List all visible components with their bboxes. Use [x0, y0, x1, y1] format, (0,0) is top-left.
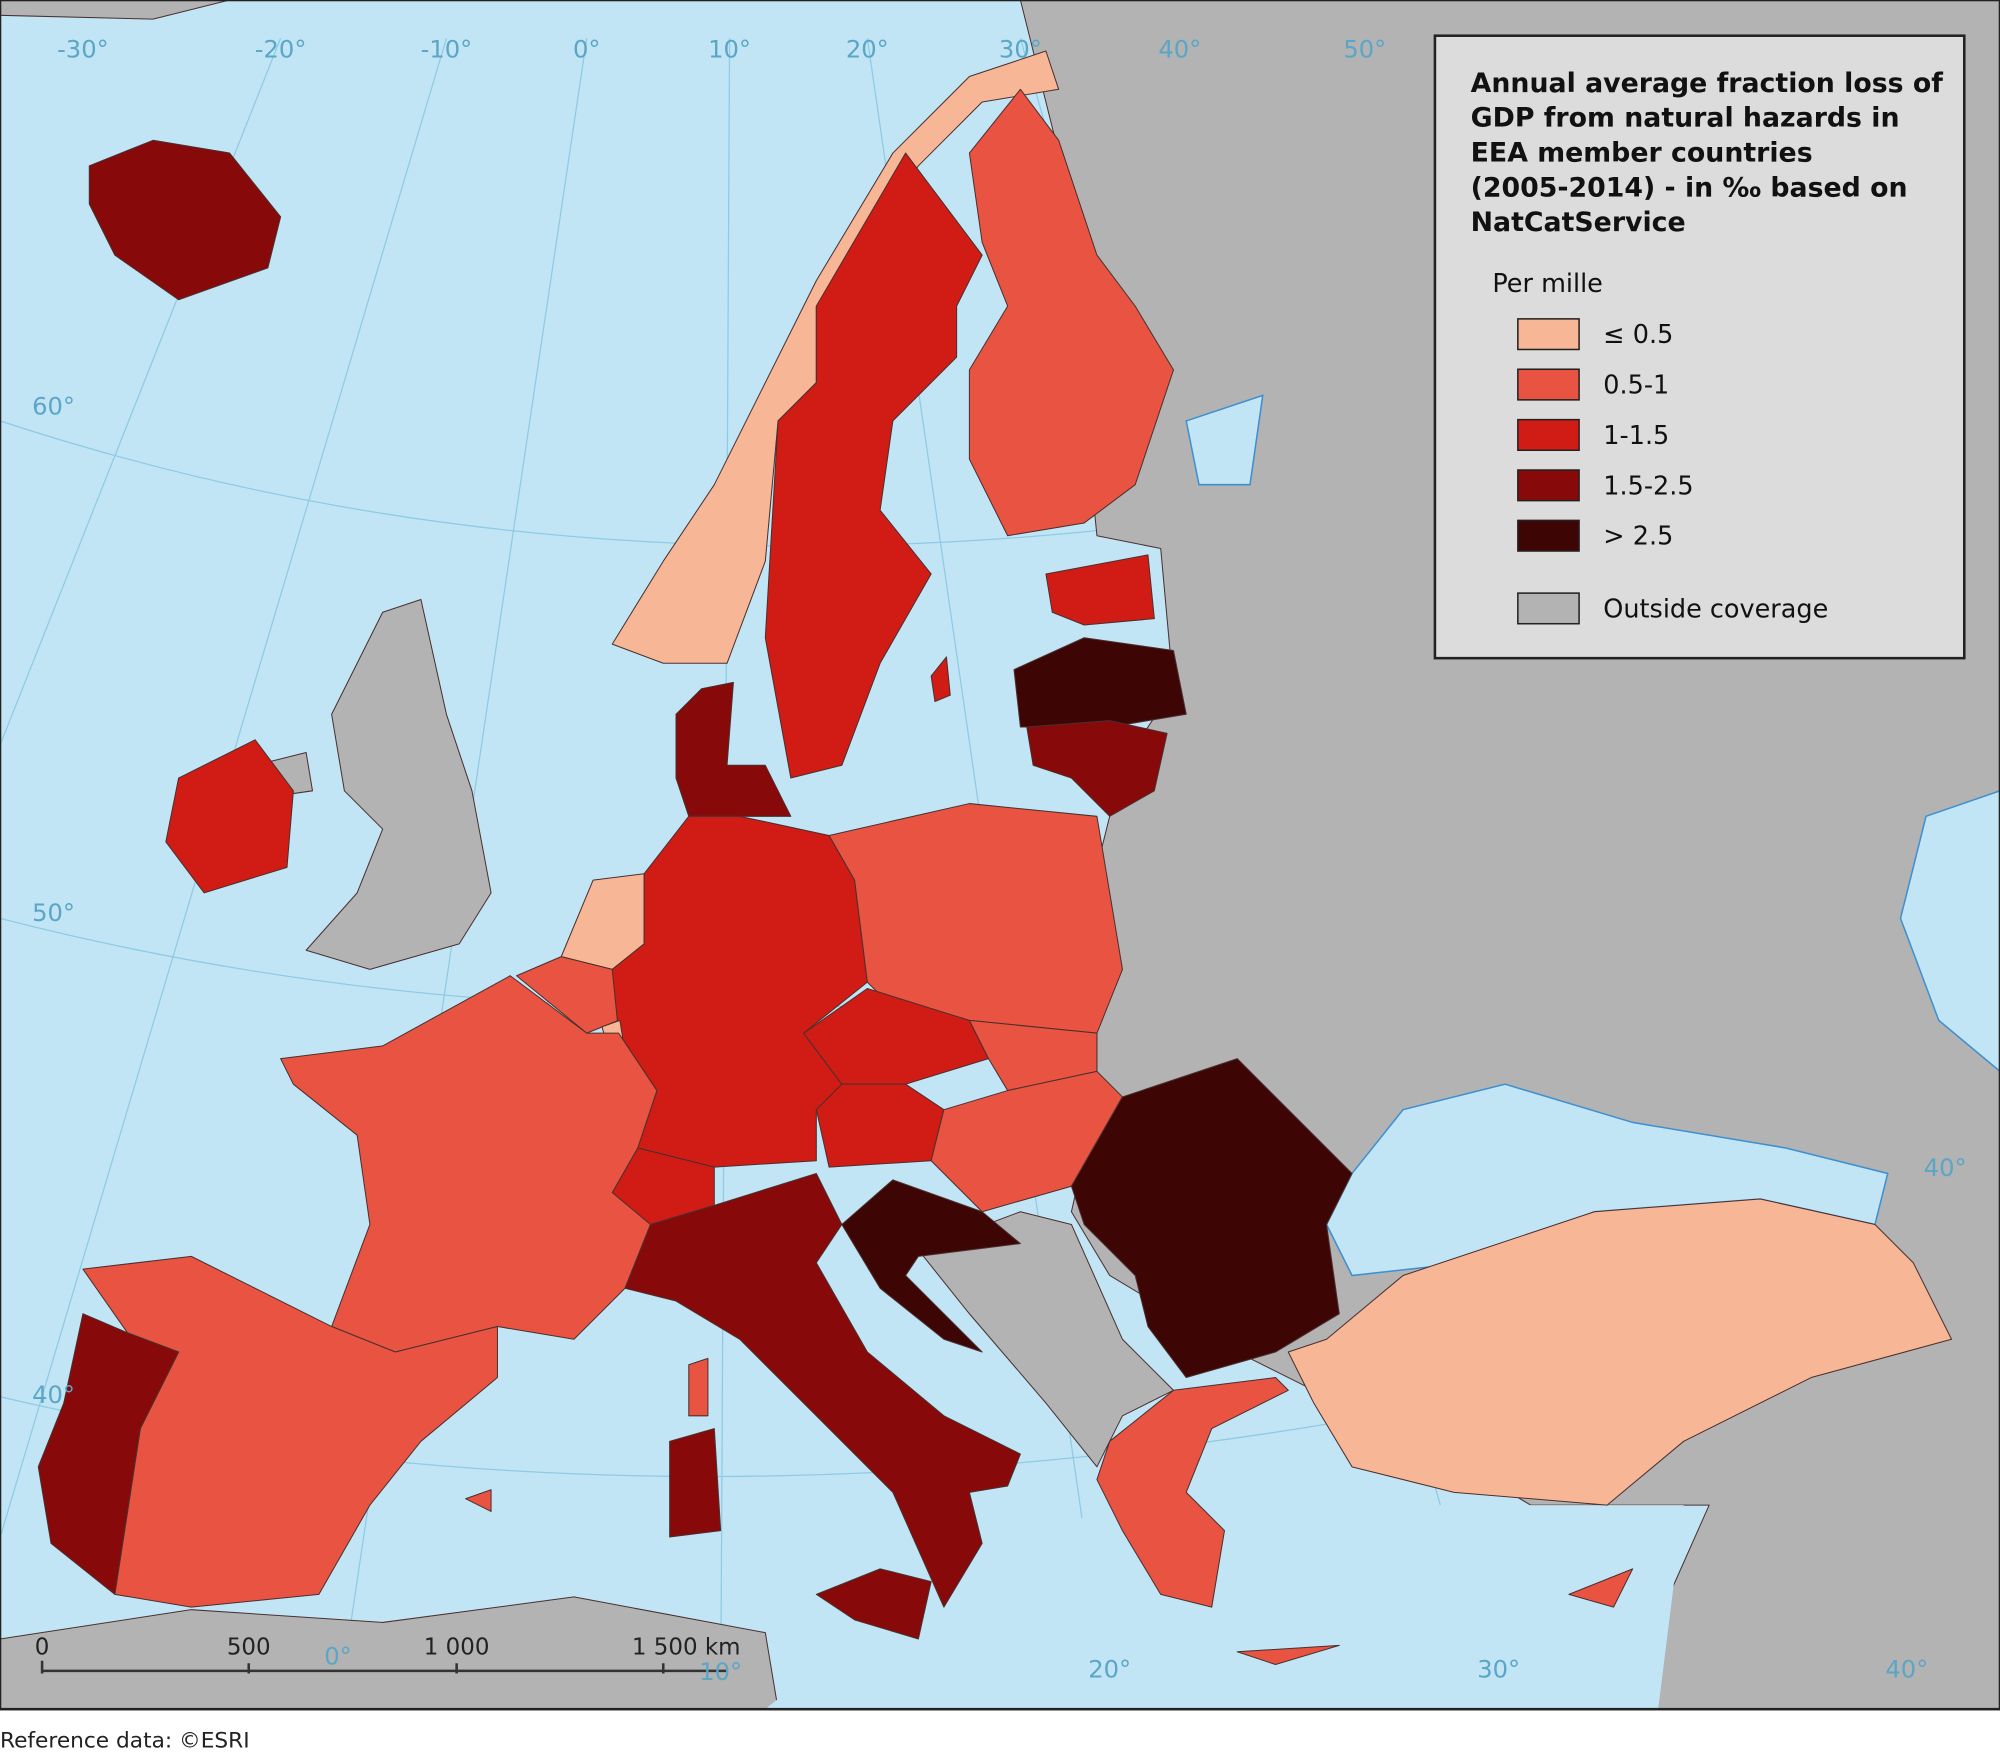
graticule-label: 40° — [32, 1381, 75, 1409]
graticule-label: 0° — [324, 1643, 352, 1671]
legend-label: 1-1.5 — [1603, 421, 1669, 451]
caspian-sea — [1899, 789, 2000, 1073]
romania-bulgaria — [1070, 1058, 1353, 1379]
legend-swatch — [1517, 519, 1580, 552]
balearic-islands — [465, 1489, 492, 1512]
eastern-mediterranean — [765, 1505, 1684, 1710]
legend-title: EEA member countries — [1471, 137, 1813, 168]
legend-label: 1.5-2.5 — [1603, 471, 1693, 501]
greenland — [0, 0, 231, 20]
graticule-label: 20° — [846, 35, 889, 63]
portugal — [37, 1313, 180, 1595]
graticule-label: 10° — [708, 35, 751, 63]
graticule-labels: -30° -20° -10° 0° 10° 20° 30° 40° 50° 60° 50° 40° 0°… — [32, 35, 1967, 1685]
balkans — [917, 1211, 1174, 1468]
legend-label: > 2.5 — [1603, 522, 1673, 552]
map-area: -30° -20° -10° 0° 10° 20° 30° 40° 50° 60° 50° 40° 0°… — [0, 0, 2000, 1710]
gotland — [930, 656, 951, 703]
graticule-label: 40° — [1924, 1154, 1967, 1182]
cyprus — [1568, 1568, 1634, 1608]
legend-label: Outside coverage — [1603, 594, 1828, 624]
legend-swatch — [1517, 469, 1580, 502]
graticule-label: -30° — [57, 35, 109, 63]
estonia — [1045, 554, 1155, 626]
legend-label: ≤ 0.5 — [1603, 320, 1673, 350]
slovenia-croatia — [841, 1179, 1021, 1353]
scale-label: 1 000 — [424, 1634, 490, 1660]
scale-label: 1 500 km — [632, 1634, 741, 1660]
great-britain — [305, 598, 492, 970]
graticule-label: 50° — [1343, 35, 1386, 63]
countries — [37, 50, 1953, 1666]
scale-labels: 0 500 1 000 1 500 km — [35, 1634, 741, 1660]
italy — [624, 1172, 1021, 1608]
legend-title: Annual average fraction loss of — [1471, 68, 1944, 99]
corsica — [688, 1357, 709, 1417]
ireland — [165, 739, 294, 894]
north-africa — [0, 1596, 779, 1710]
graticule-label: 20° — [1088, 1655, 1131, 1683]
legend-title: NatCatService — [1471, 207, 1686, 238]
graticule-label: -10° — [421, 35, 473, 63]
graticule-label: 50° — [32, 899, 75, 927]
legend-label: 0.5-1 — [1603, 370, 1669, 400]
legend-swatch — [1517, 368, 1580, 401]
graticule-label: 30° — [999, 35, 1042, 63]
latvia — [1013, 637, 1187, 728]
greece — [1096, 1377, 1289, 1608]
scale-label: 500 — [227, 1634, 271, 1660]
graticule-label: 60° — [32, 393, 75, 421]
graticule-label: 30° — [1477, 1655, 1520, 1683]
footer: Reference data: ©ESRI — [0, 1728, 250, 1753]
legend-swatch — [1517, 418, 1580, 452]
legend-swatch — [1517, 318, 1580, 351]
graticule-label: -20° — [255, 35, 307, 63]
graticule-label: 40° — [1885, 1655, 1928, 1683]
denmark — [675, 681, 792, 817]
sweden — [764, 152, 983, 779]
graticule-label: 40° — [1158, 35, 1201, 63]
meridian — [0, 38, 282, 747]
legend-swatch — [1517, 592, 1580, 625]
scale-bar — [40, 1660, 728, 1674]
crete — [1236, 1644, 1340, 1666]
legend-title: (2005-2014) - in ‰ based on — [1471, 172, 1908, 203]
lithuania — [1026, 720, 1168, 817]
legend-heading: Per mille — [1492, 269, 1603, 299]
graticule-label: 0° — [573, 35, 601, 63]
iceland — [88, 139, 282, 301]
legend-title: GDP from natural hazards in — [1471, 103, 1900, 134]
white-sea — [1185, 394, 1264, 486]
finland — [968, 88, 1174, 537]
sardinia — [669, 1428, 722, 1538]
sicily — [815, 1568, 932, 1640]
legend: Annual average fraction loss of GDP from … — [1433, 34, 1966, 660]
turkey — [1287, 1198, 1953, 1506]
graticule-label: 10° — [699, 1658, 742, 1686]
scale-label: 0 — [35, 1634, 50, 1660]
austria — [815, 1083, 945, 1168]
